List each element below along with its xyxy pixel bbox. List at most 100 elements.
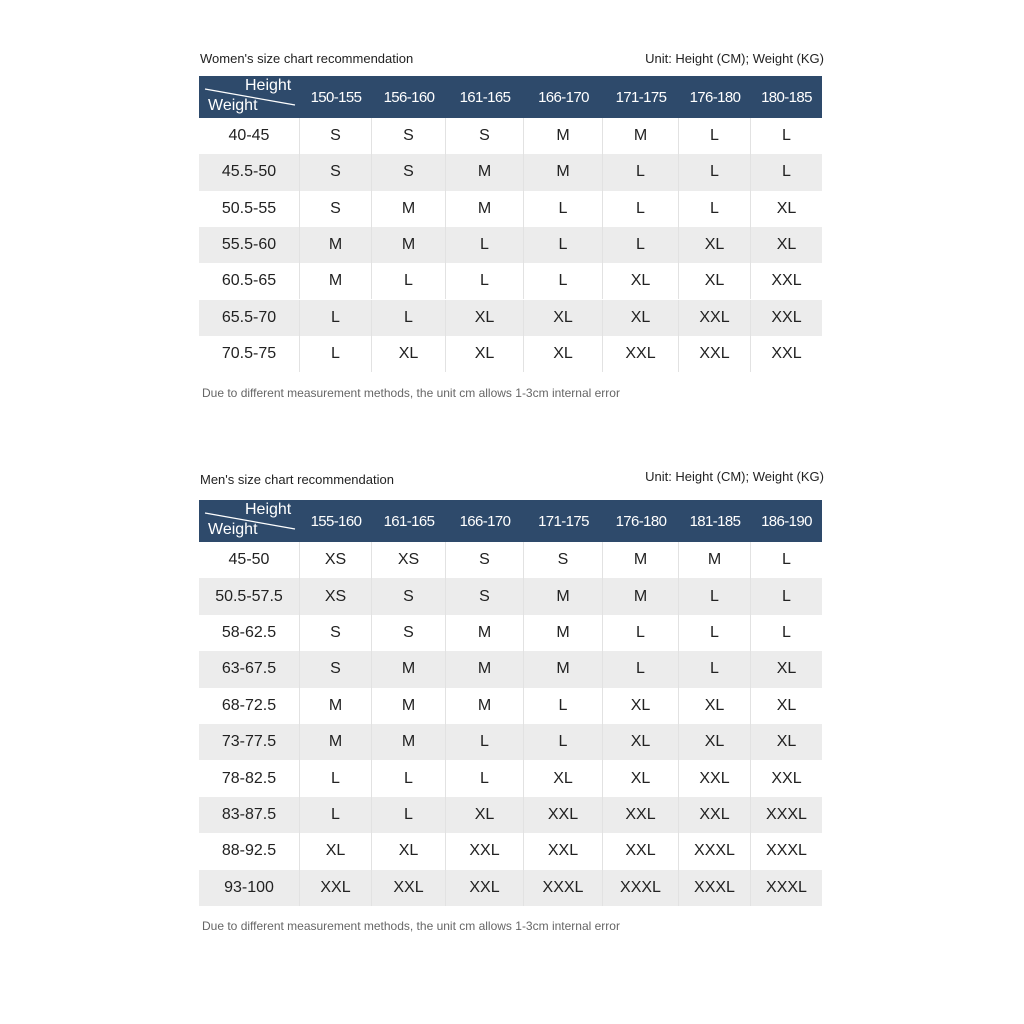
row-label: 50.5-55 [199,190,300,227]
size-cell: XXL [771,308,802,326]
size-cell: L [524,724,603,761]
size-cell: L [300,299,372,336]
row-label: 88-92.5 [199,833,300,870]
unit-label: Unit: Height (CM); Weight (KG) [645,469,824,484]
table-note: Due to different measurement methods, th… [202,386,620,401]
row-bg [199,687,822,724]
size-cell: M [446,190,524,227]
column-header: 176-180 [689,88,741,106]
size-cell: XXL [679,335,751,373]
size-cell: L [782,127,791,145]
size-cell: XL [524,299,603,336]
size-cell: M [300,687,372,724]
size-cell: XL [300,833,372,870]
size-cell: M [446,651,524,688]
size-cell: S [446,578,524,615]
size-cell: S [372,614,446,652]
size-cell: S [446,542,524,579]
size-cell: M [446,614,524,652]
size-cell: XXL [603,833,679,870]
size-cell: L [372,299,446,336]
size-cell: M [524,118,603,155]
size-cell: XL [603,760,679,797]
row-label: 73-77.5 [199,724,300,761]
row-label: 45.5-50 [199,154,300,191]
size-cell: L [782,623,791,641]
corner-bottom: Weight [208,521,258,538]
size-cell: XXXL [679,833,751,870]
column-header: 150-155 [310,88,362,106]
size-cell: XL [679,263,751,300]
column-header: 161-165 [383,512,435,530]
row-bg [199,833,822,870]
size-cell: XL [776,696,797,714]
column-header: 181-185 [689,512,741,530]
column-header: 171-175 [615,88,667,106]
row-bg [199,869,822,906]
size-cell: M [524,651,603,688]
size-cell: XS [372,542,446,579]
size-cell: S [300,154,372,191]
size-cell: L [372,796,446,834]
row-label: 58-62.5 [199,614,300,652]
size-cell: XXL [603,796,679,834]
corner-top: Height [245,501,292,518]
size-cell: XL [603,724,679,761]
size-cell: L [782,551,791,569]
size-cell: XXXL [679,869,751,906]
size-cell: XL [603,299,679,336]
size-cell: XXL [679,796,751,834]
size-cell: XXL [679,760,751,797]
size-cell: L [782,587,791,605]
column-header: 166-170 [459,512,511,530]
size-cell: L [524,687,603,724]
column-header: 161-165 [459,88,511,106]
size-cell: L [679,154,751,191]
size-cell: L [300,335,372,373]
size-cell: L [603,154,679,191]
size-cell: M [603,542,679,579]
size-cell: XXXL [766,805,807,823]
column-header: 155-160 [310,512,362,530]
row-bg [199,651,822,688]
corner-top: Height [245,77,292,94]
size-cell: XL [679,226,751,264]
size-cell: M [524,578,603,615]
size-cell: S [300,614,372,652]
row-label: 83-87.5 [199,796,300,834]
corner-diagonal [204,512,296,530]
row-label: 50.5-57.5 [199,578,300,615]
size-cell: XL [372,335,446,373]
size-cell: L [782,163,791,181]
row-label: 45-50 [199,542,300,579]
row-label: 55.5-60 [199,226,300,264]
column-header: 166-170 [538,88,589,106]
size-cell: XXL [446,869,524,906]
size-cell: M [372,190,446,227]
row-bg [199,614,822,652]
size-cell: L [300,760,372,797]
column-header: 171-175 [538,512,589,530]
size-cell: S [446,118,524,155]
corner-diagonal [204,88,296,106]
row-bg [199,226,822,264]
row-bg [199,263,822,300]
size-cell: XL [524,760,603,797]
size-cell: M [524,154,603,191]
size-cell: L [446,263,524,300]
row-bg [199,335,822,373]
size-cell: XXL [679,299,751,336]
size-cell: L [603,226,679,264]
row-bg [199,542,822,579]
size-cell: L [679,118,751,155]
column-header: 180-185 [761,88,812,106]
size-cell: L [300,796,372,834]
size-cell: XXXL [603,869,679,906]
size-cell: S [372,118,446,155]
size-cell: L [524,263,603,300]
size-cell: M [372,226,446,264]
row-label: 93-100 [199,869,300,906]
size-cell: M [446,687,524,724]
size-cell: XXL [771,344,802,362]
row-bg [199,578,822,615]
